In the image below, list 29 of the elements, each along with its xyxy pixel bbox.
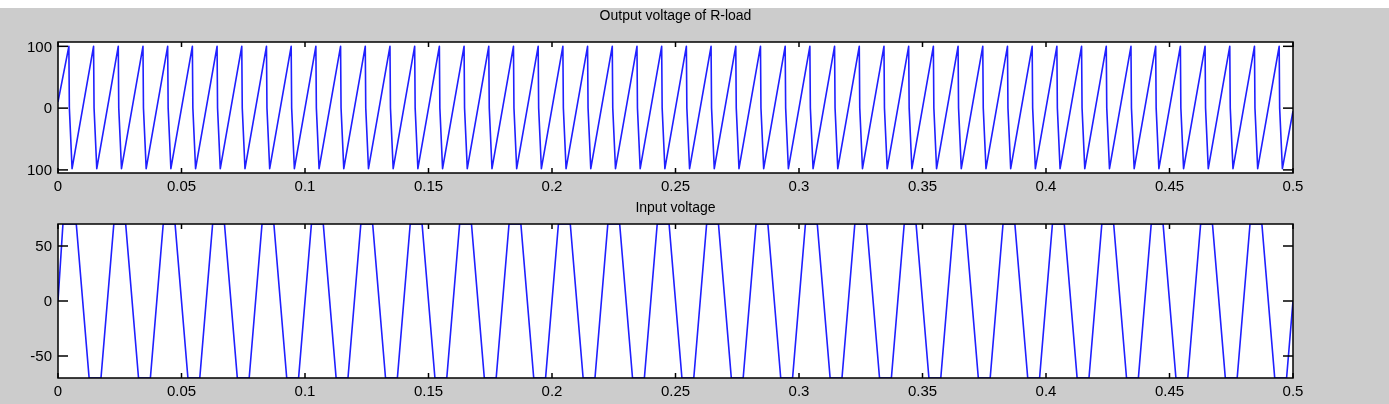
x-tick-label: 0.3 <box>788 177 810 194</box>
x-tick-label: 0.35 <box>907 177 938 194</box>
y-tick-label: 100 <box>26 161 52 179</box>
x-tick-label: 0.05 <box>166 177 197 194</box>
x-tick-label: 0.5 <box>1282 177 1304 194</box>
x-tick-label: 0.3 <box>788 382 810 399</box>
chart-title: Input voltage <box>635 199 716 215</box>
x-tick-label: 0.1 <box>294 382 316 399</box>
x-tick-label: 0.2 <box>541 177 563 194</box>
x-tick-label: 0.4 <box>1035 382 1057 399</box>
x-tick-label: 0.25 <box>660 382 691 399</box>
x-tick-label: 0.25 <box>660 177 691 194</box>
x-tick-label: 0.1 <box>294 177 316 194</box>
x-tick-label: 0.5 <box>1282 382 1304 399</box>
y-tick-label: 0 <box>43 292 52 310</box>
x-tick-label: 0.15 <box>413 382 444 399</box>
y-tick-label: -50 <box>30 347 52 365</box>
y-tick-label: 0 <box>43 99 52 117</box>
x-tick-label: 0.15 <box>413 177 444 194</box>
x-tick-label: 0.05 <box>166 382 197 399</box>
x-tick-label: 0.2 <box>541 382 563 399</box>
chart-title: Output voltage of R-load <box>599 7 752 23</box>
line-series <box>58 45 1293 170</box>
x-tick-label: 0.45 <box>1154 177 1185 194</box>
y-tick-label: 50 <box>35 237 52 255</box>
y-tick-label: 100 <box>26 37 52 55</box>
x-tick-label: 0.35 <box>907 382 938 399</box>
x-tick-label: 0.45 <box>1154 382 1185 399</box>
x-tick-label: 0.4 <box>1035 177 1057 194</box>
